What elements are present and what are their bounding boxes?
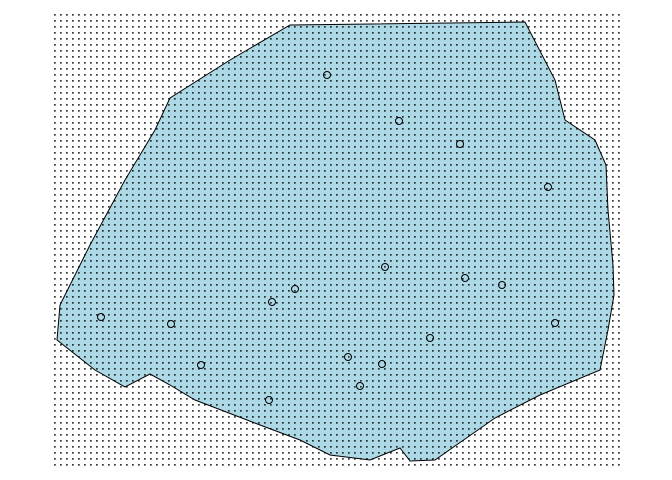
data-point: [268, 298, 276, 306]
data-point: [544, 183, 552, 191]
window-outline: [56, 21, 615, 462]
data-point: [498, 281, 506, 289]
data-point: [167, 320, 175, 328]
data-point: [197, 361, 205, 369]
data-point: [456, 140, 464, 148]
window-border: [56, 21, 615, 462]
data-point: [551, 319, 559, 327]
data-point: [291, 285, 299, 293]
data-points: [97, 71, 559, 404]
data-point: [323, 71, 331, 79]
data-point: [356, 382, 364, 390]
data-point: [426, 334, 434, 342]
data-point: [395, 117, 403, 125]
data-point: [344, 353, 352, 361]
data-point: [265, 396, 273, 404]
data-point: [461, 274, 469, 282]
quadrature-dot-grid: [52, 12, 624, 468]
data-point: [97, 313, 105, 321]
data-point: [381, 263, 389, 271]
data-point: [378, 360, 386, 368]
